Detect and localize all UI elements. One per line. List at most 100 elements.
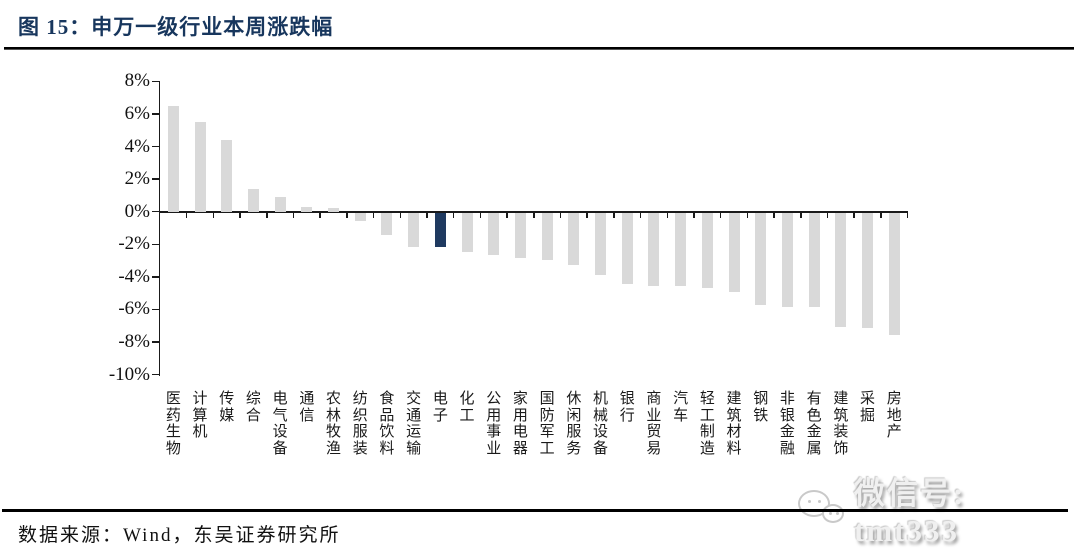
y-axis-tick-label: 0% [124, 200, 150, 222]
category-label-休闲服务: 休闲服务 [566, 391, 582, 457]
x-axis-tick [559, 212, 562, 218]
wechat-icon [796, 484, 848, 532]
y-axis-tick [152, 145, 159, 148]
category-label-银行: 银行 [619, 391, 635, 424]
x-axis-tick [639, 212, 642, 218]
y-axis-tick-label: 6% [124, 103, 150, 125]
x-axis-tick [319, 212, 321, 218]
x-axis-tick [746, 212, 749, 218]
bar-chart-sw-industry-weekly-change: 8% 6% 4% 2% 0% -2% -4% -6% -8% -10% 医药生物计算机传媒综合电气设… [0, 52, 1080, 502]
y-axis-tick [152, 373, 159, 376]
wechat-watermark: 微信号: tmt333 [796, 476, 1080, 548]
y-axis-tick [152, 80, 159, 83]
x-axis-tick [586, 212, 588, 218]
bar-国防军工 [541, 212, 553, 260]
y-axis-tick [152, 178, 159, 180]
category-label-化工: 化工 [459, 391, 475, 424]
category-label-食品饮料: 食品饮料 [379, 391, 395, 457]
category-label-有色金属: 有色金属 [806, 391, 822, 457]
x-axis-tick [266, 212, 268, 218]
category-label-电子: 电子 [432, 391, 448, 424]
y-axis-tick-label: -4% [118, 265, 150, 287]
bar-综合 [247, 188, 259, 212]
x-axis-tick [613, 212, 615, 218]
x-axis-tick [479, 212, 482, 218]
bar-农林牧渔 [328, 208, 340, 212]
category-label-非银金融: 非银金融 [779, 391, 795, 457]
y-axis-tick [152, 243, 159, 245]
category-label-医药生物: 医药生物 [165, 391, 181, 457]
y-axis-tick [152, 210, 159, 213]
bar-机械设备 [595, 212, 607, 275]
category-label-计算机: 计算机 [192, 391, 208, 440]
bar-医药生物 [167, 105, 179, 212]
x-axis-tick [346, 212, 348, 218]
category-label-电气设备: 电气设备 [272, 391, 288, 457]
footer-divider-rule [2, 509, 1068, 512]
bar-银行 [621, 212, 633, 285]
bar-化工 [461, 212, 473, 252]
y-axis-tick [152, 308, 159, 311]
bar-食品饮料 [381, 212, 393, 236]
x-axis-tick [292, 212, 295, 218]
bar-计算机 [194, 122, 206, 212]
data-source-note: 数据来源：Wind，东吴证券研究所 [18, 525, 341, 546]
x-axis-tick [853, 212, 855, 218]
bar-休闲服务 [568, 212, 580, 265]
category-label-家用电器: 家用电器 [512, 391, 528, 457]
title-divider-rule [4, 47, 1074, 50]
y-axis-tick-label: 2% [124, 168, 150, 190]
y-axis-tick-label: 8% [124, 70, 150, 92]
bar-采掘 [862, 212, 874, 329]
bar-钢铁 [755, 212, 767, 306]
y-axis-tick-label: 4% [124, 135, 150, 157]
category-label-纺织服装: 纺织服装 [352, 391, 368, 457]
category-label-国防军工: 国防军工 [539, 391, 555, 457]
x-axis-tick [666, 212, 669, 218]
bar-商业贸易 [648, 212, 660, 286]
bar-电气设备 [274, 197, 286, 212]
x-axis-tick [372, 212, 375, 218]
category-label-综合: 综合 [245, 391, 261, 424]
x-axis-tick [239, 212, 241, 218]
category-label-房地产: 房地产 [886, 391, 902, 440]
category-label-商业贸易: 商业贸易 [646, 391, 662, 457]
bar-家用电器 [514, 212, 526, 259]
category-label-农林牧渔: 农林牧渔 [326, 391, 342, 457]
bar-交通运输 [408, 212, 420, 247]
y-axis-tick [152, 113, 159, 115]
bar-通信 [301, 206, 313, 212]
x-axis-tick [826, 212, 829, 218]
x-axis-tick [800, 212, 802, 218]
bar-非银金融 [781, 212, 793, 308]
bar-建筑装饰 [835, 212, 847, 327]
category-label-汽车: 汽车 [673, 391, 689, 424]
y-axis-tick-label: -2% [118, 233, 150, 255]
bar-电子 [434, 212, 446, 247]
x-axis-tick [212, 212, 215, 218]
category-label-轻工制造: 轻工制造 [699, 391, 715, 457]
category-label-公用事业: 公用事业 [486, 391, 502, 457]
watermark-text: 微信号: tmt333 [853, 475, 966, 548]
y-axis-line [158, 81, 160, 377]
bar-汽车 [675, 212, 687, 286]
bar-有色金属 [808, 212, 820, 308]
y-axis-tick-label: -8% [118, 330, 150, 352]
category-label-采掘: 采掘 [860, 391, 876, 424]
wechat-bubble-small [822, 504, 844, 523]
category-label-机械设备: 机械设备 [593, 391, 609, 457]
category-label-建筑材料: 建筑材料 [726, 391, 742, 457]
x-axis-tick [426, 212, 428, 218]
x-axis-tick [906, 212, 909, 218]
x-axis-tick [773, 212, 775, 218]
x-axis-tick [506, 212, 508, 218]
category-label-通信: 通信 [299, 391, 315, 424]
figure-title: 图 15：申万一级行业本周涨跌幅 [18, 15, 334, 39]
x-axis-tick [399, 212, 402, 218]
x-axis-tick [693, 212, 695, 218]
bar-公用事业 [488, 212, 500, 255]
bar-房地产 [888, 212, 900, 335]
x-axis-tick [533, 212, 535, 218]
x-axis-tick [452, 212, 455, 218]
category-label-传媒: 传媒 [219, 391, 235, 424]
